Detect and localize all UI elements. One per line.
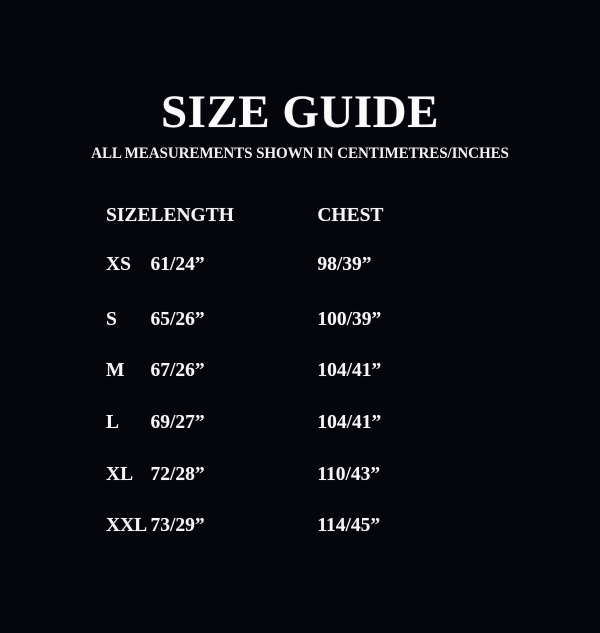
cell-chest: 104/41”: [317, 360, 382, 382]
cell-length: 69/27”: [150, 411, 205, 433]
cell-length: 61/24”: [150, 254, 205, 275]
column-header-size: SIZE: [106, 205, 151, 226]
cell-size: XS: [106, 254, 131, 275]
cell-chest: 104/41”: [317, 411, 382, 433]
cell-size: XL: [106, 463, 134, 485]
table-row: XS 61/24” 98/39”: [0, 236, 600, 294]
measurement-units-note: ALL MEASUREMENTS SHOWN IN CENTIMETRES/IN…: [91, 145, 509, 162]
table-row: XL 72/28” 110/43”: [0, 449, 600, 501]
cell-length: 65/26”: [150, 308, 205, 330]
cell-chest: 114/45”: [317, 515, 381, 537]
table-row: L 69/27” 104/41”: [0, 397, 600, 449]
table-row: M 67/26” 104/41”: [0, 346, 600, 398]
cell-length: 72/28”: [150, 463, 205, 485]
cell-chest: 110/43”: [317, 463, 381, 485]
table-row: XXL 73/29” 114/45”: [0, 500, 600, 552]
column-header-chest: CHEST: [317, 205, 384, 226]
table-header-row: SIZE LENGTH CHEST: [0, 196, 600, 236]
page-title: SIZE GUIDE: [161, 86, 439, 138]
cell-size: XXL: [106, 515, 148, 537]
cell-chest: 100/39”: [317, 308, 382, 330]
size-chart-table: SIZE LENGTH CHEST XS 61/24” 98/39” S 65/…: [0, 196, 600, 552]
heading-block: SIZE GUIDE ALL MEASUREMENTS SHOWN IN CEN…: [0, 0, 600, 162]
column-header-length: LENGTH: [150, 205, 234, 226]
cell-length: 67/26”: [150, 360, 205, 382]
cell-size: M: [106, 360, 125, 382]
cell-size: L: [106, 411, 120, 433]
table-row: S 65/26” 100/39”: [0, 294, 600, 346]
cell-chest: 98/39”: [317, 254, 372, 275]
cell-size: S: [106, 308, 117, 330]
cell-length: 73/29”: [150, 515, 205, 537]
